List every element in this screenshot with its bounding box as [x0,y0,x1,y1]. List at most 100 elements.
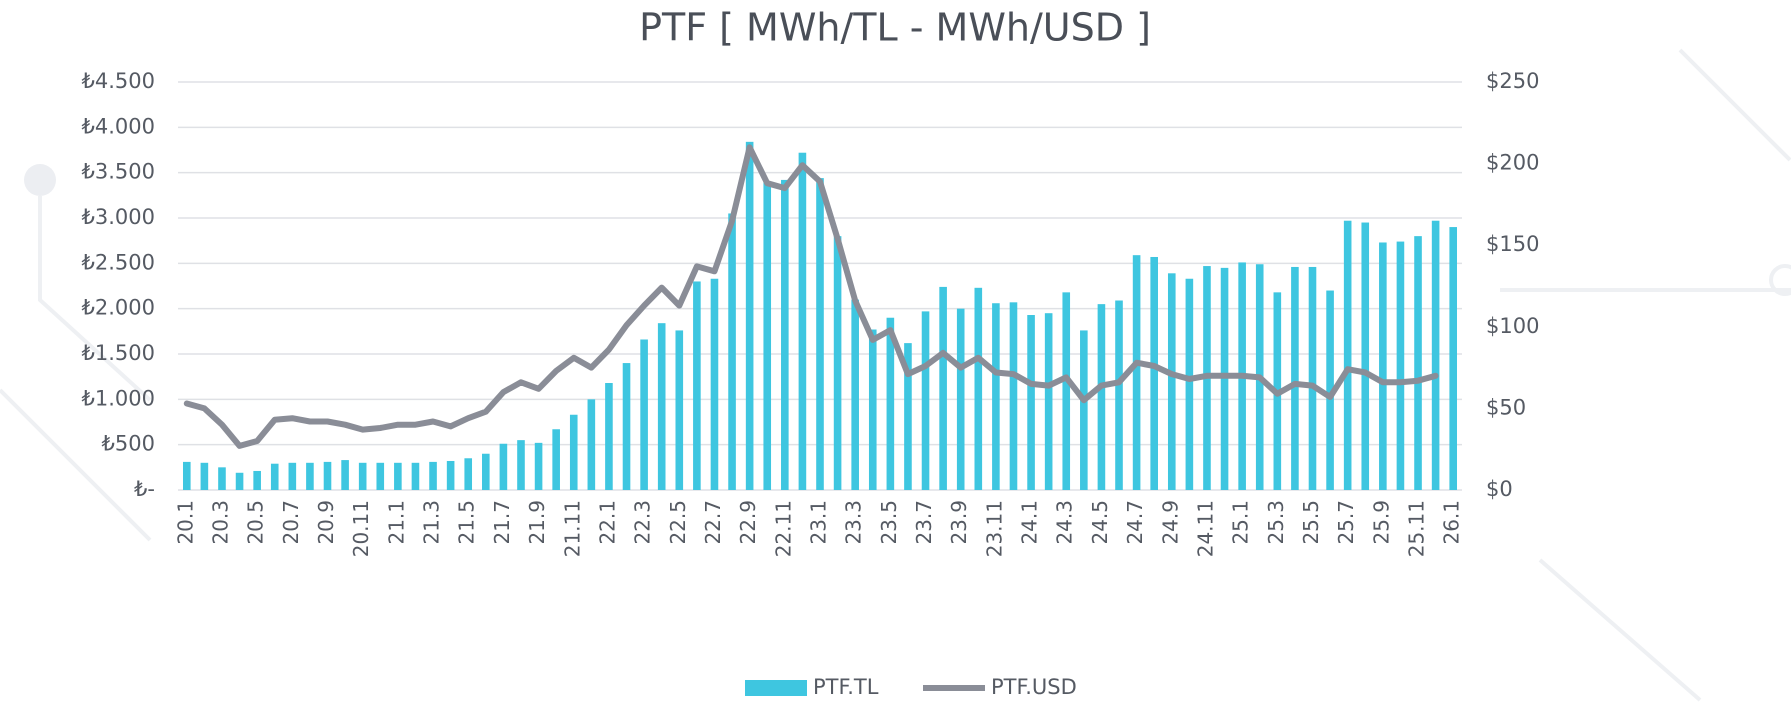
x-tick-label: 24.5 [1088,500,1112,545]
bar [956,308,965,490]
bar [886,317,895,490]
bar [341,460,349,490]
bar [728,213,736,490]
x-tick-label: 23.9 [947,500,971,545]
bar [1343,220,1352,490]
bar [1185,278,1194,490]
legend-label: PTF.USD [991,675,1077,699]
bar [235,472,244,490]
bar [411,462,420,490]
bar [270,463,279,490]
bar [1080,330,1088,490]
bar [1044,313,1053,490]
bar [200,462,209,490]
bar [1379,242,1387,490]
bar [376,462,385,490]
bar [358,462,367,490]
bar [1431,220,1440,490]
x-tick-label: 21.11 [560,500,584,557]
bar [288,462,297,490]
bar [446,460,455,490]
bar [1167,273,1176,490]
bar [1361,222,1370,491]
y-tick-label: ₺4.000 [82,114,155,138]
bar [1132,255,1141,490]
x-tick-label: 20.11 [349,500,373,557]
x-tick-label: 23.7 [912,500,936,545]
x-tick-label: 20.7 [279,500,303,545]
bar [939,286,947,490]
x-tick-label: 24.7 [1123,500,1147,545]
bar [429,461,437,490]
y2-tick-label: $250 [1486,69,1539,93]
bar [253,470,261,490]
bar [745,141,754,490]
bar [323,461,332,490]
bar [587,399,596,490]
bar [868,329,877,490]
y2-tick-label: $0 [1486,477,1513,501]
x-tick-label: 26.1 [1440,500,1464,545]
bar [675,330,684,490]
chart-title: PTF [ MWh/TL - MWh/USD ] [639,6,1151,50]
bar [534,442,543,490]
x-tick-label: 24.9 [1158,500,1182,545]
bar [904,343,912,490]
bar [763,181,772,490]
bar [182,461,191,490]
x-tick-label: 25.3 [1264,500,1288,545]
bar [1326,290,1334,490]
bar [552,429,560,490]
x-tick-label: 22.7 [701,500,725,545]
bar [1396,241,1405,490]
x-tick-label: 22.11 [771,500,795,557]
line [183,144,1439,449]
x-tick-label: 25.1 [1229,500,1253,545]
x-tick-label: 24.3 [1053,500,1077,545]
bar [1115,300,1123,490]
legend-label: PTF.TL [813,675,879,699]
bar [464,458,473,490]
bar [851,299,859,490]
x-tick-label: 22.3 [631,500,655,545]
x-tick-label: 25.5 [1299,500,1323,545]
bar [622,363,631,490]
x-tick-label: 20.1 [173,500,197,545]
x-tick-label: 22.9 [736,500,760,545]
background-decor [0,48,1791,702]
bar [218,467,226,490]
x-tick-label: 22.5 [666,500,690,545]
bar [921,311,930,490]
bar [1308,266,1317,490]
bar [657,323,666,490]
y-tick-label: ₺2.500 [82,250,155,274]
y-tick-label: ₺2.000 [82,296,155,320]
bar [693,281,701,490]
y-tick-label: ₺3.500 [82,160,155,184]
x-tick-label: 25.11 [1405,500,1429,557]
x-tick-label: 22.1 [595,500,619,545]
bar [1027,315,1035,490]
bar [798,152,807,490]
bar [605,383,613,490]
bar [499,443,508,490]
x-tick-label: 20.5 [244,500,268,545]
bar [517,440,525,490]
x-tick-label: 25.7 [1334,500,1358,545]
y-tick-label: ₺1.500 [82,341,155,365]
x-tick-label: 24.11 [1193,500,1217,557]
x-tick-label: 21.5 [455,500,479,545]
y-tick-label: ₺500 [102,432,155,456]
bar [640,339,648,490]
x-tick-label: 21.1 [384,500,408,545]
x-tick-label: 23.11 [982,500,1006,557]
x-tick-label: 24.1 [1018,500,1042,545]
x-tick-label: 23.5 [877,500,901,545]
y2-tick-label: $150 [1486,232,1539,256]
x-tick-label: 20.3 [208,500,232,545]
y-tick-label: ₺1.000 [82,386,155,410]
x-tick-label: 20.9 [314,500,338,545]
bar [306,462,314,490]
x-tick-label: 21.7 [490,500,514,545]
